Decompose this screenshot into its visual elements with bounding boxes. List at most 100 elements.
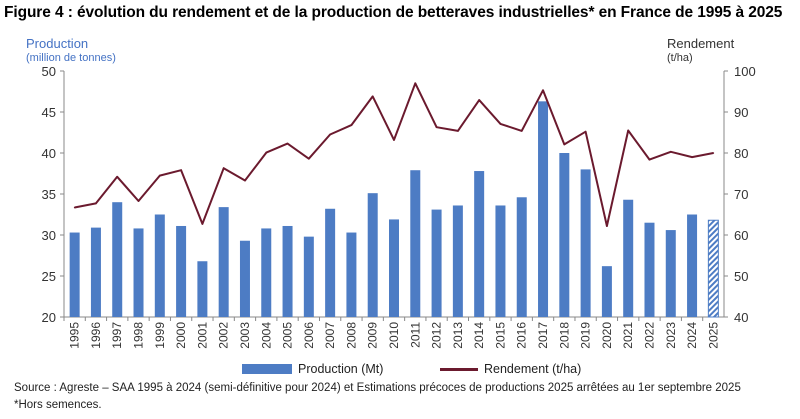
x-tick-label: 2010 <box>387 322 401 349</box>
rendement-point <box>478 99 480 101</box>
x-tick-label: 2004 <box>259 322 273 349</box>
right-tick-label: 100 <box>734 64 756 79</box>
x-tick-label: 2003 <box>238 322 252 349</box>
rendement-point <box>116 175 119 178</box>
production-bar <box>69 232 80 317</box>
production-bar <box>665 230 676 317</box>
rendement-point <box>222 167 225 169</box>
production-bar <box>303 236 314 317</box>
rendement-point <box>648 158 651 161</box>
production-bar <box>601 266 612 317</box>
production-bar <box>389 219 399 317</box>
x-tick-label: 2015 <box>493 322 507 349</box>
x-tick-label: 2024 <box>685 322 699 349</box>
production-bar <box>495 205 506 317</box>
x-tick-label: 1996 <box>89 322 103 349</box>
rendement-point <box>520 130 523 132</box>
rendement-point <box>414 82 417 85</box>
chart-title: Figure 4 : évolution du rendement et de … <box>4 4 783 21</box>
x-tick-label: 2021 <box>621 322 635 349</box>
production-bar <box>90 227 101 317</box>
x-tick-label: 2014 <box>472 322 486 349</box>
source-note: Source : Agreste – SAA 1995 à 2024 (semi… <box>14 382 741 394</box>
right-tick-label: 70 <box>734 187 748 202</box>
left-tick-label: 30 <box>42 228 56 243</box>
rendement-point <box>371 95 374 98</box>
rendement-point <box>627 129 629 132</box>
x-tick-label: 2011 <box>408 322 422 348</box>
x-tick-label: 1995 <box>68 322 82 349</box>
x-tick-label: 2007 <box>323 322 337 349</box>
footnote: *Hors semences. <box>14 399 102 411</box>
production-bar <box>282 225 293 317</box>
rendement-line <box>74 82 714 227</box>
rendement-point <box>244 179 246 182</box>
rendement-point <box>606 225 608 227</box>
production-bar-estimated <box>707 219 719 318</box>
production-bar <box>410 170 421 317</box>
left-axis-unit: (million de tonnes) <box>26 52 116 64</box>
rendement-point <box>499 123 502 125</box>
production-bar <box>452 205 463 317</box>
production-bar <box>176 225 187 317</box>
x-tick-label: 2019 <box>579 322 593 349</box>
rendement-point <box>350 124 353 126</box>
production-bar <box>559 153 570 317</box>
x-tick-label: 1998 <box>132 322 146 349</box>
left-tick-label: 20 <box>42 310 56 325</box>
production-bar <box>261 228 272 317</box>
rendement-point <box>137 200 140 202</box>
rendement-point <box>308 157 310 160</box>
x-tick-label: 2002 <box>217 322 231 349</box>
legend-line-swatch <box>440 367 478 371</box>
rendement-point <box>95 202 97 205</box>
rendement-point <box>393 139 395 141</box>
legend-bar-swatch <box>242 364 292 374</box>
right-axis-title: Rendement <box>667 36 735 51</box>
rendement-point <box>669 150 672 153</box>
rendement-point <box>329 133 331 136</box>
right-axis-unit: (t/ha) <box>667 52 693 64</box>
rendement-point <box>201 223 204 225</box>
left-tick-label: 50 <box>42 64 56 79</box>
x-tick-label: 2018 <box>557 322 571 349</box>
production-bar <box>644 222 655 317</box>
rendement-point <box>542 89 544 92</box>
rendement-point <box>180 169 182 172</box>
x-tick-label: 2020 <box>600 322 614 349</box>
left-tick-label: 45 <box>42 105 56 120</box>
x-tick-label: 2005 <box>281 322 295 349</box>
left-axis-title: Production <box>26 36 89 51</box>
right-tick-label: 90 <box>734 105 748 120</box>
right-tick-label: 80 <box>734 146 748 161</box>
right-tick-label: 60 <box>734 228 748 243</box>
production-bar <box>474 171 485 317</box>
production-bar <box>516 197 527 317</box>
production-bar <box>154 214 165 317</box>
legend: Production (Mt) Rendement (t/ha) <box>0 362 800 378</box>
production-bar <box>538 101 549 317</box>
rendement-point <box>159 174 161 177</box>
rendement-point <box>563 143 566 146</box>
production-bar <box>431 209 442 317</box>
rendement-point <box>73 206 76 209</box>
production-bar <box>133 228 144 317</box>
legend-line-label: Rendement (t/ha) <box>484 362 582 376</box>
x-tick-label: 2009 <box>366 322 380 349</box>
production-bar <box>367 193 378 317</box>
rendement-point <box>584 130 587 133</box>
production-bar <box>112 202 123 317</box>
left-tick-label: 25 <box>42 269 56 284</box>
left-tick-label: 40 <box>42 146 56 161</box>
x-tick-label: 2012 <box>430 322 444 349</box>
x-tick-label: 2008 <box>344 322 358 349</box>
x-tick-label: 2017 <box>536 322 550 349</box>
rendement-point <box>457 130 459 132</box>
rendement-point <box>286 142 289 145</box>
legend-item-production: Production (Mt) <box>242 362 383 376</box>
x-tick-label: 2023 <box>664 322 678 349</box>
right-tick-label: 50 <box>734 269 748 284</box>
right-tick-label: 40 <box>734 310 748 325</box>
x-tick-label: 1999 <box>153 322 167 349</box>
